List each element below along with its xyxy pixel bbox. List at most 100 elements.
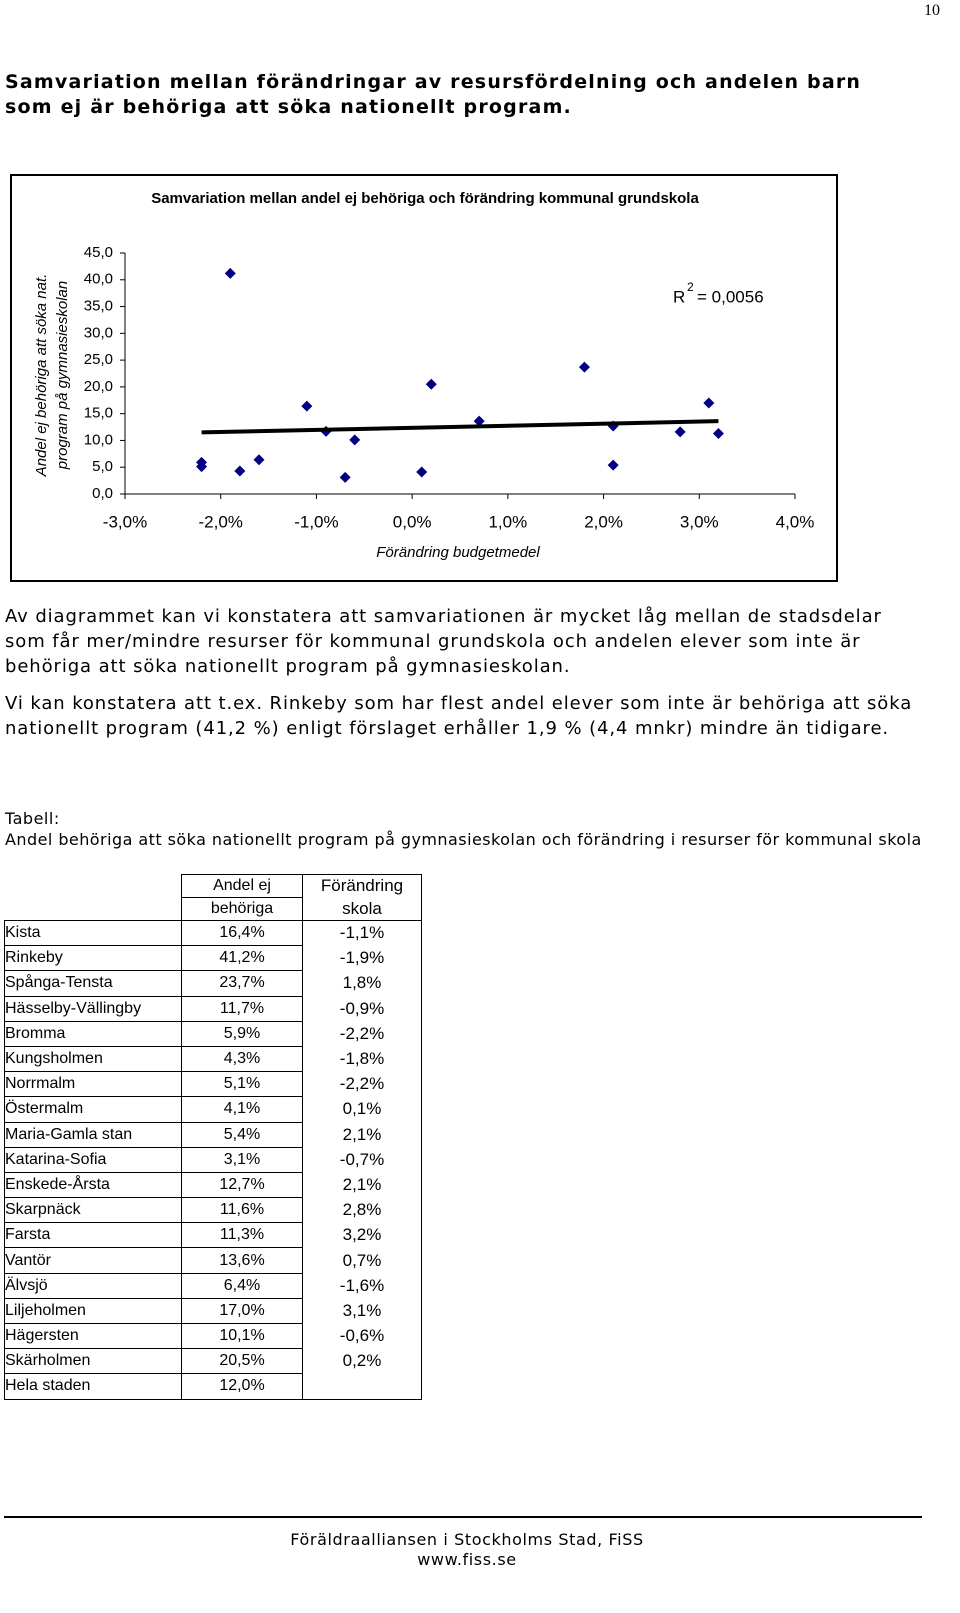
table-cell: Kista bbox=[4, 919, 182, 947]
table-row: Älvsjö 6,4% -1,6% bbox=[4, 1272, 422, 1299]
table-cell: Östermalm bbox=[4, 1096, 182, 1123]
table-cell: Spånga-Tensta bbox=[4, 970, 182, 997]
paragraph: Vi kan konstatera att t.ex. Rinkeby som … bbox=[5, 693, 913, 739]
table-row: Liljeholmen 17,0% 3,1% bbox=[4, 1297, 422, 1325]
table-cell: -1,9% bbox=[302, 945, 422, 971]
table-row: Hela staden 12,0% bbox=[4, 1373, 422, 1400]
scatter-point bbox=[253, 454, 265, 466]
table-row: Farsta 11,3% 3,2% bbox=[4, 1222, 422, 1249]
table-cell: 17,0% bbox=[181, 1297, 303, 1325]
table-cell: 2,8% bbox=[302, 1197, 422, 1223]
x-tick-label: 1,0% bbox=[488, 512, 527, 531]
x-axis-title: Förändring budgetmedel bbox=[376, 544, 540, 561]
table-cell: 1,8% bbox=[302, 970, 422, 997]
table-cell: 0,7% bbox=[302, 1247, 422, 1274]
table-cell: 0,2% bbox=[302, 1348, 422, 1374]
table-row: Bromma 5,9% -2,2% bbox=[4, 1020, 422, 1047]
table-cell: 11,7% bbox=[181, 995, 303, 1022]
chart-frame bbox=[10, 174, 838, 582]
scatter-point bbox=[224, 267, 236, 279]
table-cell: 3,1% bbox=[181, 1146, 303, 1173]
table-cell: 13,6% bbox=[181, 1247, 303, 1274]
table-cell: Bromma bbox=[4, 1020, 182, 1047]
table-cell: Liljeholmen bbox=[4, 1297, 182, 1325]
table-row: Hässelby-Vällingby 11,7% -0,9% bbox=[4, 995, 422, 1022]
table: Andel ej Förändring behöriga skola Kista 16,4… bbox=[4, 874, 422, 1400]
table-row: Maria-Gamla stan 5,4% 2,1% bbox=[4, 1121, 422, 1148]
table-cell: 10,1% bbox=[181, 1322, 303, 1350]
r-squared-value: = 0,0056 bbox=[697, 287, 764, 306]
table-cell: Hägersten bbox=[4, 1322, 182, 1350]
table-cell: Katarina-Sofia bbox=[4, 1146, 182, 1173]
paragraph: Av diagrammet kan vi konstatera att samv… bbox=[5, 606, 882, 677]
table-cell: 4,3% bbox=[181, 1045, 303, 1073]
table-cell bbox=[302, 1373, 422, 1400]
y-tick-label: 45,0 bbox=[84, 244, 113, 261]
footer-text: www.fiss.se bbox=[417, 1550, 517, 1569]
table-cell: Farsta bbox=[4, 1222, 182, 1249]
table-cell: 6,4% bbox=[181, 1272, 303, 1299]
table-row: Rinkeby 41,2% -1,9% bbox=[4, 945, 422, 972]
scatter-point bbox=[578, 361, 590, 373]
header-cell bbox=[5, 875, 182, 898]
trendline bbox=[201, 419, 719, 435]
table-cell: -1,1% bbox=[302, 920, 422, 946]
y-axis-title: Andel ej behöriga att söka nat. bbox=[33, 274, 50, 478]
table-cell: Maria-Gamla stan bbox=[4, 1121, 182, 1148]
x-tick-label: -2,0% bbox=[199, 512, 243, 531]
table-cell: Norrmalm bbox=[4, 1071, 182, 1098]
header-row: behöriga skola bbox=[5, 897, 422, 921]
y-tick-label: 25,0 bbox=[84, 351, 113, 368]
scatter-point bbox=[301, 400, 313, 412]
scatter-point bbox=[234, 465, 246, 477]
y-tick-label: 0,0 bbox=[92, 485, 113, 502]
table-row: Katarina-Sofia 3,1% -0,7% bbox=[4, 1146, 422, 1173]
table-cell: 3,1% bbox=[302, 1298, 422, 1324]
table-row: Kista 16,4% -1,1% bbox=[4, 919, 422, 947]
y-tick-label: 10,0 bbox=[84, 431, 113, 448]
table-row: Norrmalm 5,1% -2,2% bbox=[4, 1071, 422, 1098]
heading: Samvariation mellan förändringar av resu… bbox=[5, 71, 862, 118]
table-cell: 5,9% bbox=[181, 1020, 303, 1047]
table-cell: 3,2% bbox=[302, 1222, 422, 1248]
table-label: Tabell: bbox=[5, 809, 60, 828]
header-cell: behöriga bbox=[181, 897, 303, 921]
table-cell: -2,2% bbox=[302, 1021, 422, 1047]
table-cell: -0,6% bbox=[302, 1323, 422, 1349]
table-row: Enskede-Årsta 12,7% 2,1% bbox=[4, 1171, 422, 1199]
table-cell: 2,1% bbox=[302, 1122, 422, 1148]
table-cell: Älvsjö bbox=[4, 1272, 182, 1299]
table-row: Hägersten 10,1% -0,6% bbox=[4, 1322, 422, 1350]
table-cell: Rinkeby bbox=[4, 945, 182, 972]
table-cell: -0,9% bbox=[302, 996, 422, 1022]
table-cell: Kungsholmen bbox=[4, 1045, 182, 1073]
y-tick-label: 35,0 bbox=[84, 298, 113, 315]
page-number: 10 bbox=[924, 2, 940, 19]
table-row: Vantör 13,6% 0,7% bbox=[4, 1247, 422, 1274]
scatter-point bbox=[425, 378, 437, 390]
table-cell: Hässelby-Vällingby bbox=[4, 995, 182, 1022]
scatter-point bbox=[349, 434, 361, 446]
x-tick-label: 0,0% bbox=[393, 512, 432, 531]
table-cell: 0,1% bbox=[302, 1096, 422, 1122]
table-cell: Hela staden bbox=[4, 1373, 182, 1400]
table-cell: 41,2% bbox=[181, 945, 303, 972]
table-row: Spånga-Tensta 23,7% 1,8% bbox=[4, 970, 422, 997]
header-cell: skola bbox=[302, 897, 422, 921]
r-squared-exponent: 2 bbox=[687, 280, 694, 294]
table-cell: 23,7% bbox=[181, 970, 303, 997]
x-tick-label: 3,0% bbox=[680, 512, 719, 531]
x-tick-label: 2,0% bbox=[584, 512, 623, 531]
table-cell: -0,7% bbox=[302, 1147, 422, 1173]
y-tick-label: 15,0 bbox=[84, 405, 113, 422]
table-cell: 5,1% bbox=[181, 1071, 303, 1098]
table-cell: 12,0% bbox=[181, 1373, 303, 1400]
table-cell: 11,6% bbox=[181, 1197, 303, 1224]
table-cell: 5,4% bbox=[181, 1121, 303, 1148]
footer-rule bbox=[4, 1516, 922, 1518]
header-cell: Andel ej bbox=[181, 874, 303, 898]
table-cell: -2,2% bbox=[302, 1071, 422, 1097]
table-row: Skärholmen 20,5% 0,2% bbox=[4, 1348, 422, 1375]
table-row: Kungsholmen 4,3% -1,8% bbox=[4, 1045, 422, 1073]
chart-title: Samvariation mellan andel ej behöriga oc… bbox=[151, 190, 699, 207]
